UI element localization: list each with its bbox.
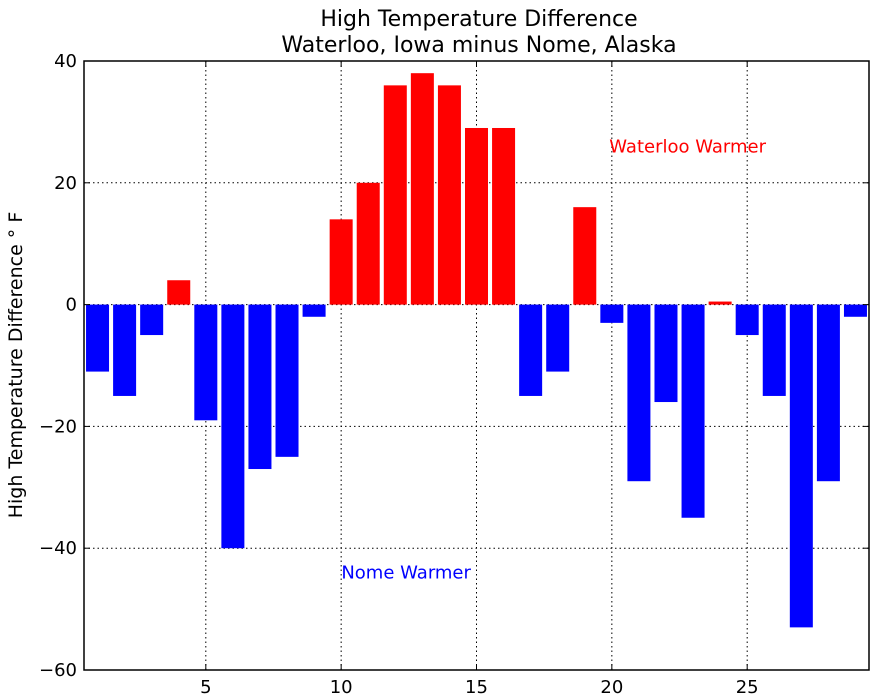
x-tick-label: 25 xyxy=(736,677,759,698)
x-tick-label: 5 xyxy=(200,677,211,698)
bar-day-27 xyxy=(789,304,813,628)
x-tick-label: 15 xyxy=(465,677,488,698)
bar-day-20 xyxy=(600,304,624,323)
bar-day-14 xyxy=(437,85,461,305)
bar-day-24 xyxy=(708,301,732,305)
bar-day-7 xyxy=(248,304,272,470)
y-axis-label: High Temperature Difference ° F xyxy=(5,212,27,519)
axis-ticks: 5 10 15 20 25 −60 −40 −20 0 20 40 xyxy=(39,51,869,698)
bar-day-18 xyxy=(546,304,570,372)
bar-day-28 xyxy=(816,304,840,482)
annotation-label: Waterloo Warmer xyxy=(609,136,766,157)
bar-day-3 xyxy=(140,304,164,336)
bar-day-16 xyxy=(492,127,516,305)
chart-title: High Temperature Difference xyxy=(320,7,637,32)
bar-day-12 xyxy=(383,85,407,305)
bar-day-23 xyxy=(681,304,705,518)
annotation-label: Nome Warmer xyxy=(341,563,471,584)
y-tick-label: −20 xyxy=(39,416,77,437)
bar-day-10 xyxy=(329,219,353,305)
bar-day-15 xyxy=(464,127,489,305)
y-tick-label: 40 xyxy=(54,51,77,72)
bar-day-9 xyxy=(302,304,326,317)
bar-day-4 xyxy=(167,280,191,305)
bar-day-11 xyxy=(356,182,380,305)
bar-day-6 xyxy=(221,304,245,549)
bars xyxy=(86,73,867,628)
bar-day-1 xyxy=(86,304,110,372)
y-tick-label: 0 xyxy=(66,295,77,316)
bar-day-29 xyxy=(843,304,867,317)
bar-day-26 xyxy=(762,304,786,396)
bar-day-17 xyxy=(519,304,543,396)
y-tick-label: 20 xyxy=(54,173,77,194)
bar-day-8 xyxy=(275,304,299,457)
x-tick-label: 10 xyxy=(330,677,353,698)
y-tick-label: −40 xyxy=(39,538,77,559)
bar-day-19 xyxy=(573,207,597,305)
plot-frame xyxy=(83,60,870,671)
bar-day-5 xyxy=(194,304,218,421)
bar-day-13 xyxy=(410,73,434,305)
chart-subtitle: Waterloo, Iowa minus Nome, Alaska xyxy=(281,33,676,58)
bar-day-25 xyxy=(735,304,759,336)
bar-day-21 xyxy=(627,304,651,482)
x-tick-label: 20 xyxy=(600,677,623,698)
bar-day-2 xyxy=(113,304,137,396)
annotations: Waterloo Warmer Nome Warmer xyxy=(341,136,766,583)
bar-day-22 xyxy=(654,304,678,403)
y-tick-label: −60 xyxy=(39,660,77,681)
